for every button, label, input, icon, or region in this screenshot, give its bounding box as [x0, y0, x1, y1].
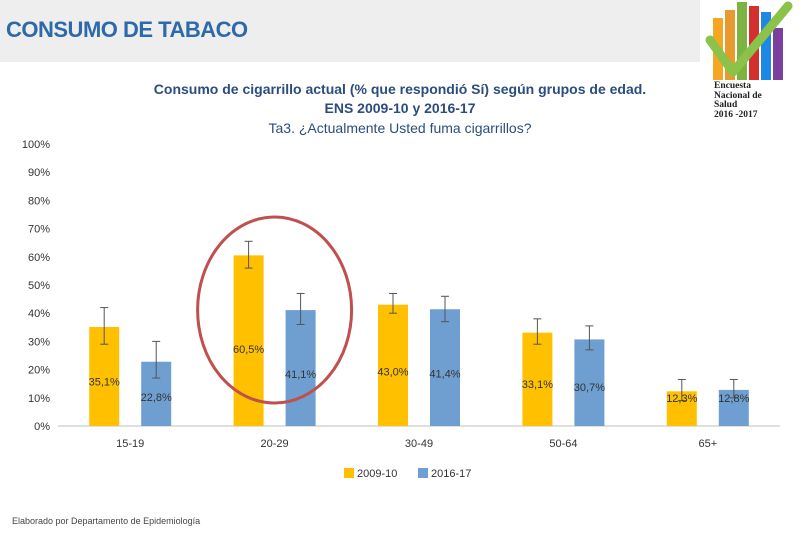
data-label: 30,7%	[574, 382, 605, 394]
y-tick-label: 60%	[28, 252, 50, 264]
y-tick-label: 20%	[28, 365, 50, 377]
ens-logo: Encuesta Nacional de Salud 2016 -2017	[700, 0, 799, 125]
x-tick-label: 20-29	[261, 438, 289, 450]
chart-title: Consumo de cigarrillo actual (% que resp…	[153, 81, 647, 97]
x-tick-label: 65+	[698, 438, 717, 450]
data-label: 33,1%	[522, 379, 553, 391]
bar-chart: 0% 10% 20% 30% 40% 50% 60% 70% 80% 90% 100% 35,1% 22…	[22, 139, 780, 480]
header-band	[0, 0, 700, 62]
bar-2009-10	[378, 304, 408, 426]
data-label: 12,8%	[718, 393, 749, 405]
logo-line: Salud	[714, 100, 738, 110]
checkmark-logo-icon	[705, 1, 793, 80]
data-label: 35,1%	[89, 376, 120, 388]
y-tick-label: 80%	[28, 195, 50, 207]
y-tick-label: 90%	[28, 167, 50, 179]
y-tick-label: 50%	[28, 280, 50, 292]
footer-credit: Elaborado por Departamento de Epidemiolo…	[12, 516, 201, 526]
bar-2016-17	[285, 310, 316, 426]
y-tick-label: 30%	[28, 336, 50, 348]
y-tick-label: 10%	[28, 393, 50, 405]
y-tick-label: 70%	[28, 224, 50, 236]
x-tick-label: 15-19	[116, 438, 144, 450]
y-tick-label: 40%	[28, 308, 50, 320]
data-label: 12,3%	[666, 393, 697, 405]
x-tick-label: 30-49	[405, 438, 433, 450]
legend-label: 2009-10	[357, 468, 397, 480]
data-label: 60,5%	[233, 344, 264, 356]
y-tick-label: 0%	[34, 421, 50, 433]
logo-line: 2016 -2017	[714, 109, 758, 120]
data-label: 41,1%	[285, 369, 316, 381]
chart-question: Ta3. ¿Actualmente Usted fuma cigarrillos…	[268, 120, 532, 136]
highlight-ellipse	[196, 215, 354, 405]
x-tick-label: 50-64	[549, 438, 577, 450]
legend-swatch-2009-10	[344, 468, 354, 478]
bar-2016-17	[430, 309, 460, 426]
logo-text: Encuesta Nacional de Salud 2016 -2017	[714, 81, 762, 120]
legend-label: 2016-17	[431, 468, 471, 480]
bar-2009-10	[522, 332, 553, 426]
logo-line: Nacional de	[714, 90, 762, 101]
logo-line: Encuesta	[714, 81, 751, 91]
data-label: 41,4%	[429, 368, 460, 380]
legend-swatch-2016-17	[418, 468, 428, 478]
data-label: 43,0%	[377, 366, 408, 378]
data-label: 22,8%	[141, 392, 172, 404]
chart-subtitle: ENS 2009-10 y 2016-17	[324, 100, 476, 116]
page-title: CONSUMO DE TABACO	[6, 17, 248, 42]
y-tick-label: 100%	[22, 139, 50, 151]
bar-2016-17	[574, 339, 605, 426]
